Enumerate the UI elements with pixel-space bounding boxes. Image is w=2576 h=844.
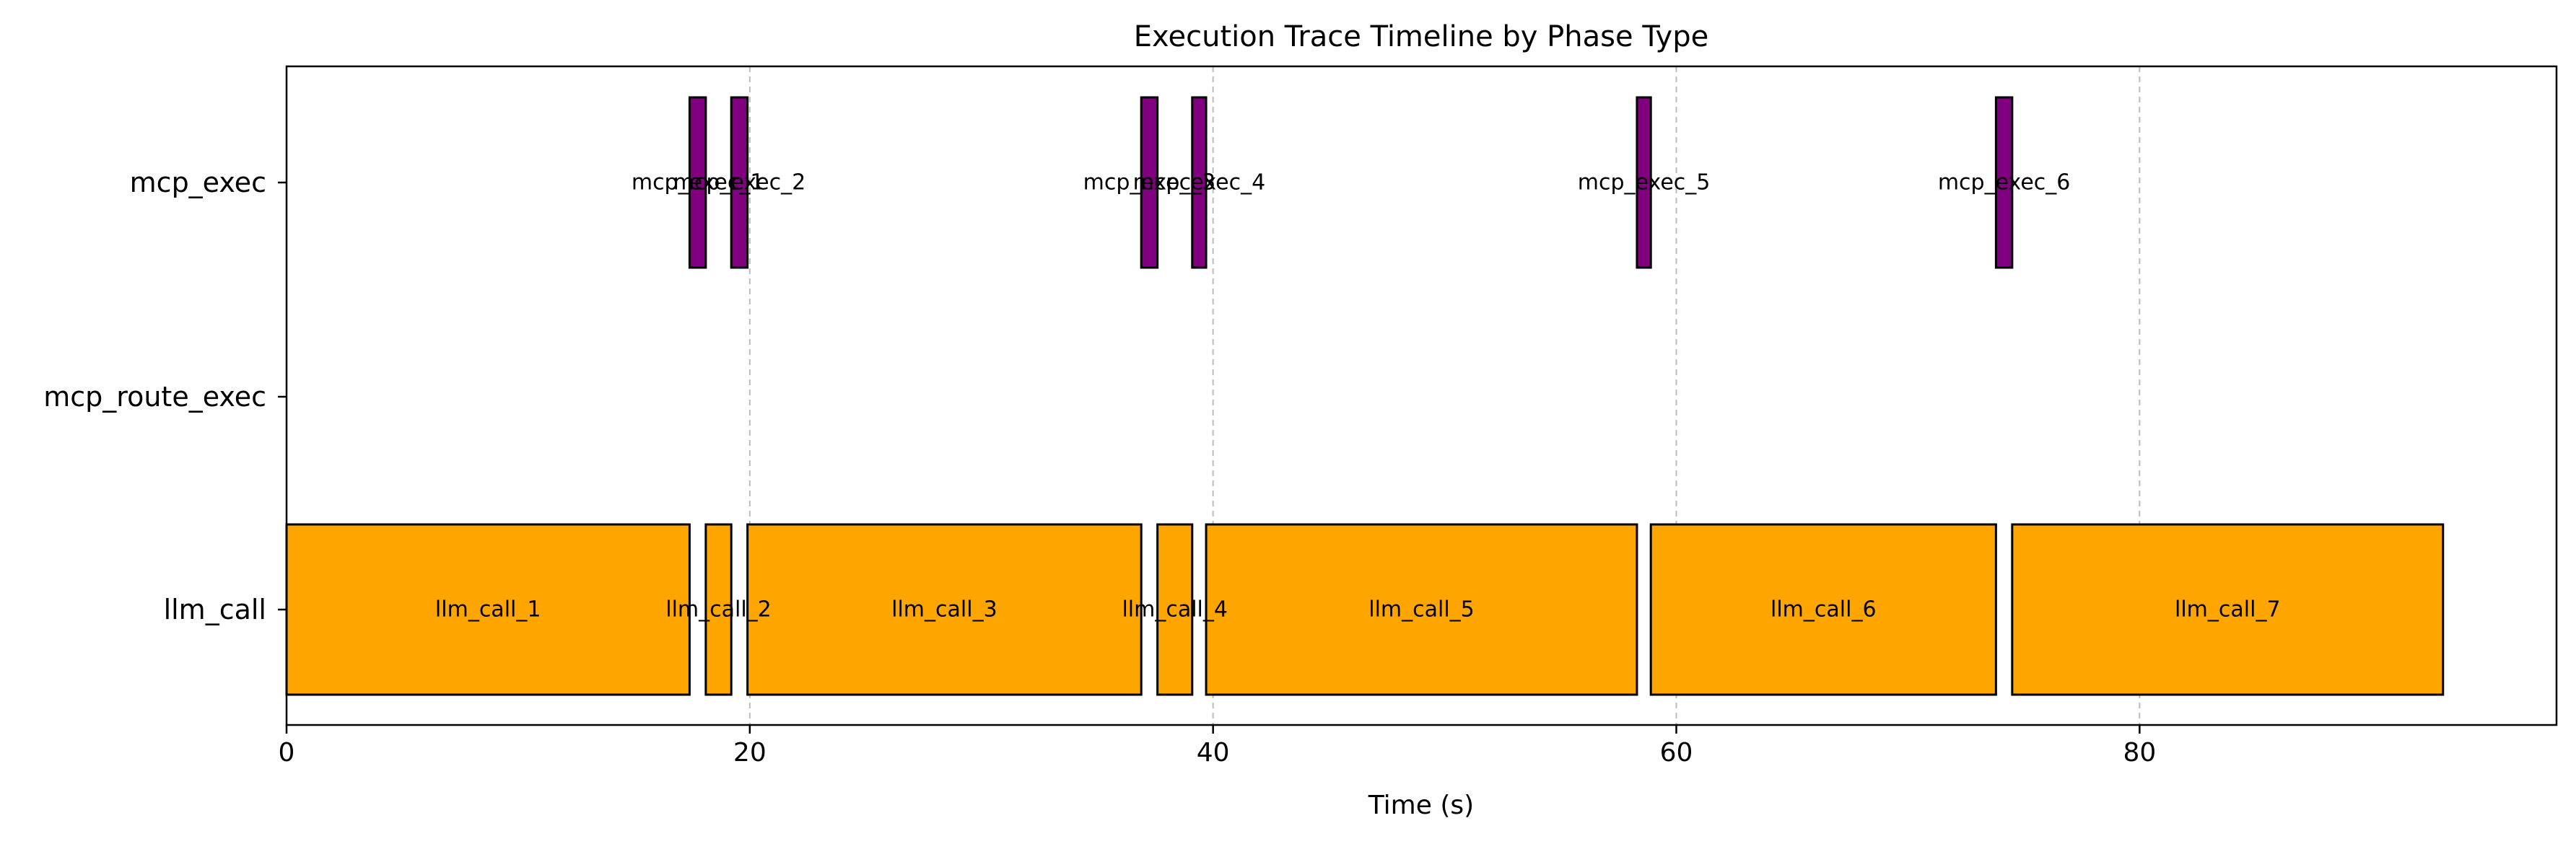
bar-llm-call-6: [1649, 523, 1997, 696]
x-tick-label: 80: [2123, 738, 2156, 768]
y-tick-label-mcp-route-exec: mcp_route_exec: [43, 381, 266, 413]
bar-label-mcp-exec-6: mcp_exec_6: [1938, 170, 2071, 195]
bar-label-mcp-exec-1: mcp_exec_1: [632, 170, 764, 195]
bar-labels-layer: llm_call_1 mcp_exec_1 llm_call_2 mcp_exec_2…: [435, 170, 2281, 623]
bar-llm-call-7: [2011, 523, 2445, 696]
x-tick-label: 60: [1660, 738, 1693, 768]
bar-label-mcp-exec-4: mcp_exec_4: [1133, 170, 1266, 195]
x-axis: 0 20 40 60 80: [279, 725, 2156, 768]
bar-mcp-exec-5: [1636, 96, 1652, 269]
y-tick-label-llm-call: llm_call: [164, 594, 266, 625]
y-axis: mcp_exec mcp_route_exec llm_call: [43, 167, 287, 625]
bar-label-llm-call-6: llm_call_6: [1771, 597, 1877, 623]
bar-mcp-exec-1: [688, 96, 707, 269]
bar-label-llm-call-3: llm_call_3: [891, 597, 997, 623]
x-axis-label: Time (s): [1368, 791, 1474, 820]
bar-llm-call-1: [285, 523, 691, 696]
bars-layer: [285, 96, 2445, 696]
bar-label-llm-call-1: llm_call_1: [435, 597, 541, 623]
x-tick-label: 20: [733, 738, 767, 768]
bar-mcp-exec-2: [730, 96, 749, 269]
plot-frame: [285, 65, 2558, 726]
bar-llm-call-4: [1156, 523, 1194, 696]
x-tick-label: 0: [279, 738, 295, 768]
bar-llm-call-5: [1205, 523, 1638, 696]
bar-mcp-exec-6: [1994, 96, 2014, 269]
chart-title: Execution Trace Timeline by Phase Type: [1134, 20, 1708, 53]
bar-label-mcp-exec-3: mcp_exec_3: [1083, 170, 1216, 195]
bar-mcp-exec-3: [1140, 96, 1159, 269]
bar-label-llm-call-2: llm_call_2: [665, 597, 772, 623]
bar-label-llm-call-7: llm_call_7: [2175, 597, 2281, 623]
x-tick-label: 40: [1197, 738, 1230, 768]
bar-llm-call-2: [704, 523, 733, 696]
bar-label-mcp-exec-5: mcp_exec_5: [1578, 170, 1711, 195]
bar-llm-call-3: [746, 523, 1143, 696]
bar-mcp-exec-4: [1191, 96, 1208, 269]
bar-label-llm-call-4: llm_call_4: [1122, 597, 1228, 623]
bar-label-mcp-exec-2: mcp_exec_2: [673, 170, 806, 195]
y-tick-label-mcp-exec: mcp_exec: [130, 167, 266, 198]
bar-label-llm-call-5: llm_call_5: [1368, 597, 1475, 623]
